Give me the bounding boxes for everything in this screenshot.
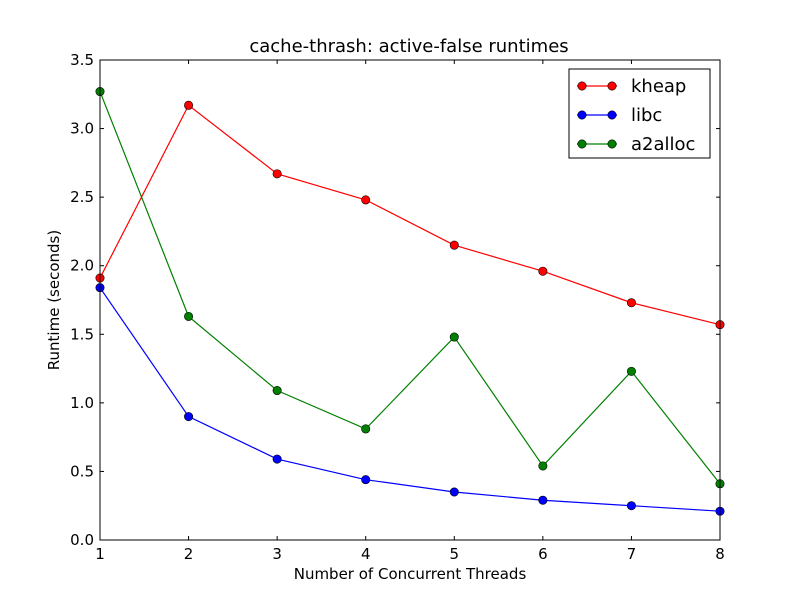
legend-marker-end-libc: [607, 110, 617, 120]
chart-title: cache-thrash: active-false runtimes: [249, 36, 568, 57]
x-tick-label-1: 1: [95, 545, 105, 563]
point-a2alloc-3: [272, 386, 282, 396]
legend-entry-kheap: kheap: [577, 76, 686, 97]
point-a2alloc-4: [361, 424, 371, 434]
legend-marker-libc: [577, 110, 587, 120]
series-a2alloc: [95, 87, 725, 489]
x-tick-label-6: 6: [538, 545, 548, 563]
legend-frame: [568, 68, 711, 159]
y-tick-label-1.5: 1.5: [70, 325, 94, 343]
y-tick-label-3.0: 3.0: [70, 120, 94, 138]
series-line-kheap: [99, 104, 721, 326]
series-layer: [95, 87, 725, 516]
legend-label-libc: libc: [631, 105, 662, 126]
legend-label-kheap: kheap: [631, 76, 686, 97]
y-tick-label-2.0: 2.0: [70, 257, 94, 275]
point-a2alloc-5: [449, 332, 459, 342]
point-libc-4: [361, 475, 371, 485]
point-a2alloc-2: [184, 311, 194, 321]
point-libc-7: [626, 501, 636, 511]
x-tick-label-4: 4: [361, 545, 371, 563]
series-libc: [95, 283, 725, 516]
y-tick-label-3.5: 3.5: [70, 51, 94, 69]
point-kheap-4: [361, 195, 371, 205]
series-kheap: [95, 100, 725, 330]
point-a2alloc-7: [626, 366, 636, 376]
point-libc-3: [272, 454, 282, 464]
series-line-libc: [99, 287, 721, 512]
point-a2alloc-6: [538, 461, 548, 471]
legend-label-a2alloc: a2alloc: [631, 134, 695, 155]
point-libc-2: [184, 412, 194, 422]
legend-marker-end-kheap: [607, 81, 617, 91]
plot-area-frame: [99, 59, 721, 541]
point-libc-5: [449, 487, 459, 497]
point-kheap-6: [538, 266, 548, 276]
x-tick-label-7: 7: [627, 545, 637, 563]
legend-marker-a2alloc: [577, 139, 587, 149]
x-tick-label-3: 3: [272, 545, 282, 563]
legend: kheap libc a2alloc: [568, 68, 711, 159]
x-tick-label-2: 2: [184, 545, 194, 563]
point-libc-6: [538, 495, 548, 505]
series-line-a2alloc: [99, 91, 721, 485]
x-tick-label-8: 8: [715, 545, 725, 563]
x-tick-label-5: 5: [450, 545, 460, 563]
y-tick-label-0.0: 0.0: [70, 531, 94, 549]
x-axis-label: Number of Concurrent Threads: [294, 565, 527, 583]
point-kheap-5: [449, 240, 459, 250]
y-tick-label-1.0: 1.0: [70, 394, 94, 412]
legend-marker-end-a2alloc: [607, 139, 617, 149]
legend-marker-kheap: [577, 81, 587, 91]
point-kheap-7: [626, 298, 636, 308]
y-tick-label-0.5: 0.5: [70, 462, 94, 480]
y-tick-label-2.5: 2.5: [70, 188, 94, 206]
point-kheap-3: [272, 169, 282, 179]
point-kheap-2: [184, 100, 194, 110]
legend-entry-a2alloc: a2alloc: [577, 134, 695, 155]
legend-entry-libc: libc: [577, 105, 662, 126]
y-axis-label: Runtime (seconds): [45, 230, 63, 370]
